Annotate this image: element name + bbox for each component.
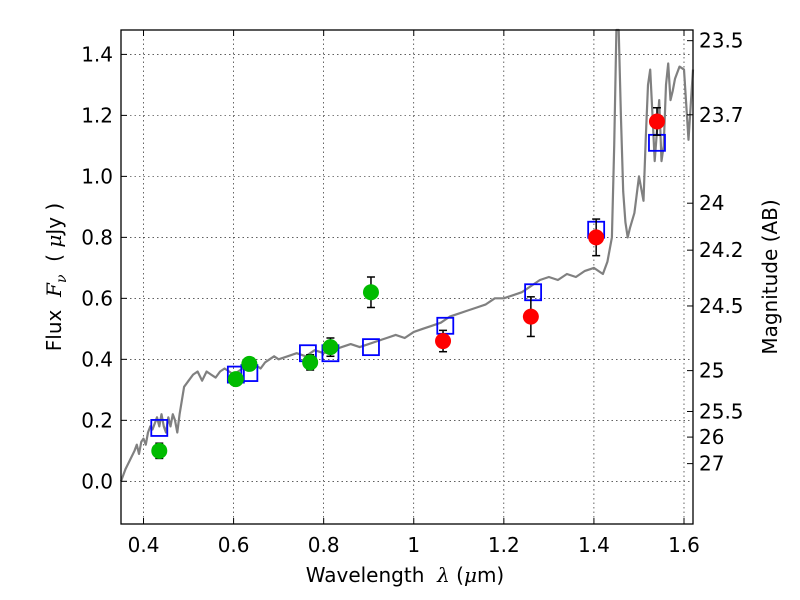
mag-tick-label: 26 [699,425,724,449]
template-spectrum [119,28,695,482]
y-axis-label-unit-close: Jy ) [42,203,66,237]
y-axis-label-unit-open: ( [42,248,66,275]
x-tick-label: 0.8 [308,533,340,557]
observed-circle-marker [227,371,244,388]
y-axis-label-prefix: Flux [42,297,66,351]
x-tick-label: 1.2 [488,533,520,557]
observed-circle-marker [151,442,168,459]
x-tick-label: 0.6 [218,533,250,557]
y-axis-label-mu: μ [42,235,66,248]
model-square-marker [362,338,380,357]
y-axis-label-symbol: F [42,282,66,298]
model-square-marker [150,419,169,437]
x-tick-label: 1.6 [668,533,700,557]
y-tick-label: 0.2 [81,408,113,432]
x-tick-label: 1.4 [578,533,610,557]
grid-lines [121,30,693,524]
x-axis-label-mu: μ [464,563,477,587]
observed-circle-marker [522,308,539,325]
mag-tick-label: 25.5 [699,399,744,423]
y-tick-label: 0.8 [81,225,113,249]
mag-tick-label: 24.5 [699,294,744,318]
x-axis-label-prefix: Wavelength [306,563,437,587]
y-tick-label: 0.0 [81,469,113,493]
mag-tick-label: 24 [699,191,724,215]
observed-circle-marker [435,333,452,350]
observed-circle-marker [362,284,379,301]
x-tick-label: 0.4 [128,533,160,557]
mag-tick-label: 23.5 [699,29,744,53]
observed-circle-marker [322,339,339,356]
observed-circle-marker [588,229,605,246]
template-line [119,28,695,482]
plot-frame [120,29,694,525]
x-axis-label-suffix: ( [450,563,464,587]
y-tick-label: 1.0 [81,164,113,188]
x-axis-label: Wavelength λ (μm) [306,563,505,587]
y-axis-label: Flux Fν ( μJy ) [42,203,70,351]
observed-circle-marker [648,113,665,130]
observed-circle-marker [241,355,258,372]
x-axis-label-symbol: λ [436,563,450,587]
y-axis-label-subscript: ν [54,274,70,283]
mag-tick-label: 25 [699,359,724,383]
observed-circle-marker [302,354,319,371]
x-axis-label-unit: m) [477,563,504,587]
axis-ticks: 0.4 0.6 0.8 1 1.2 1.4 1.6 0.0 0.2 0.4 0.6 0.8 1.0 1.2… [81,29,743,557]
y-tick-label: 1.4 [81,42,113,66]
x-tick-label: 1 [407,533,420,557]
y-tick-label: 1.2 [81,103,113,127]
mag-tick-label: 24.2 [699,238,744,262]
model-square-marker [524,283,543,302]
data-markers [150,107,666,460]
y-tick-label: 0.4 [81,347,113,371]
mag-tick-label: 23.7 [699,103,744,127]
y2-axis-label: Magnitude (AB) [758,199,782,354]
mag-tick-label: 27 [699,452,724,476]
y-tick-label: 0.6 [81,286,113,310]
